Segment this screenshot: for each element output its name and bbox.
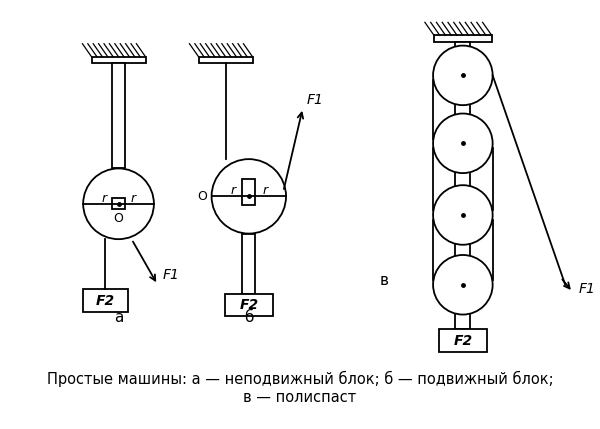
Text: б: б [244, 310, 254, 325]
Text: а: а [114, 310, 123, 325]
Text: O: O [113, 212, 124, 225]
Bar [455, 42, 470, 329]
Bar [92, 57, 146, 63]
Circle shape [83, 169, 154, 239]
Bar [439, 329, 487, 352]
Bar [83, 290, 128, 312]
Text: в: в [379, 272, 388, 287]
Bar [434, 35, 492, 42]
Bar [242, 233, 256, 294]
Text: r: r [101, 192, 106, 205]
Bar [112, 63, 125, 169]
Bar [224, 294, 273, 317]
Circle shape [433, 185, 493, 245]
Text: F1: F1 [162, 269, 179, 282]
Circle shape [433, 114, 493, 173]
Text: F2: F2 [239, 298, 259, 312]
Text: F2: F2 [453, 334, 472, 347]
Text: O: O [197, 190, 207, 203]
Bar [199, 57, 253, 63]
Circle shape [433, 255, 493, 314]
Text: r: r [131, 192, 136, 205]
Circle shape [433, 45, 493, 105]
Text: Простые машины: а — неподвижный блок; б — подвижный блок;: Простые машины: а — неподвижный блок; б … [47, 371, 553, 387]
Bar [242, 178, 256, 205]
Bar [112, 198, 125, 209]
Text: в — полиспаст: в — полиспаст [244, 390, 356, 405]
Circle shape [212, 159, 286, 233]
Text: F1: F1 [307, 94, 323, 108]
Text: r: r [262, 184, 267, 197]
Text: F1: F1 [578, 282, 595, 296]
Text: r: r [230, 184, 236, 197]
Text: F2: F2 [96, 293, 115, 308]
